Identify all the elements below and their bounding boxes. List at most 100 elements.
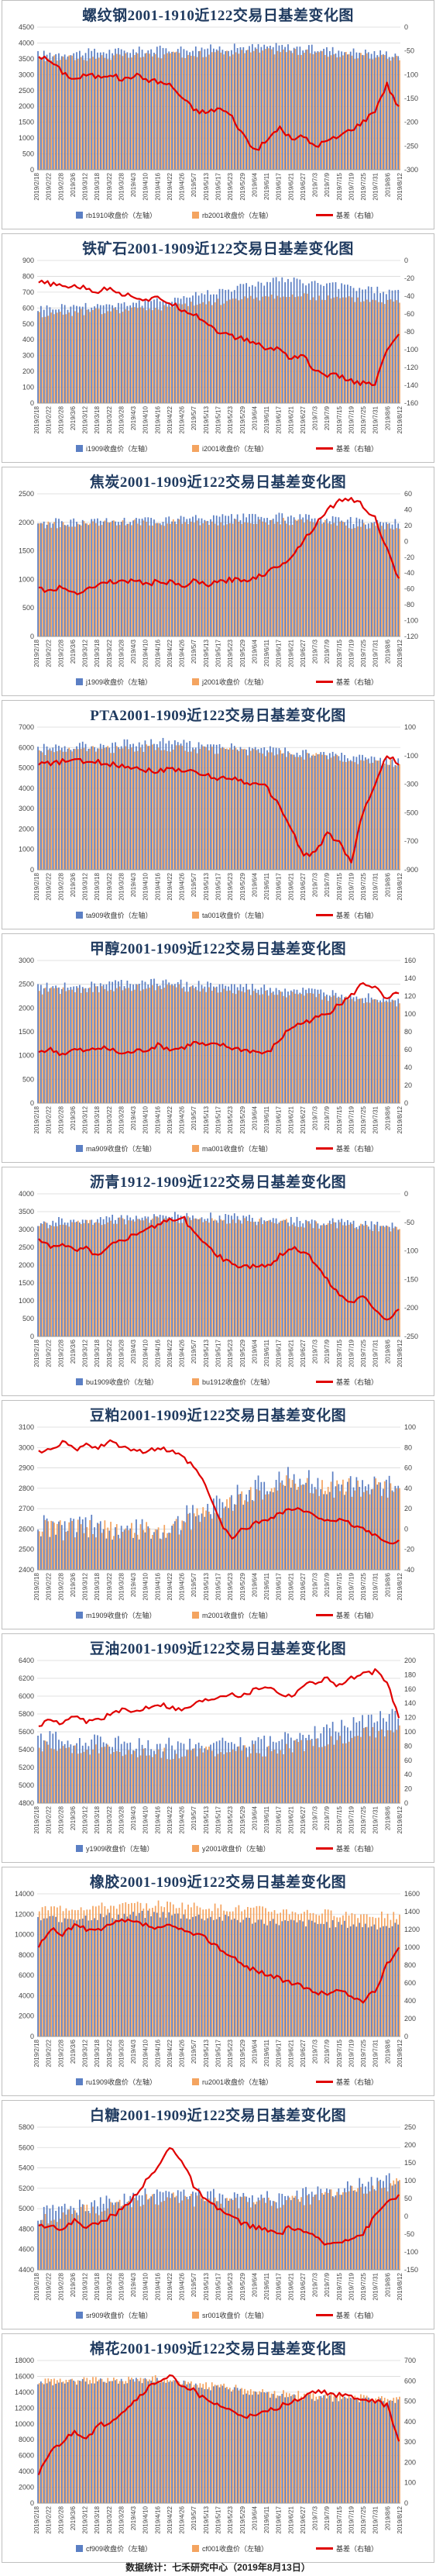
bar-far <box>107 746 109 870</box>
bar-far <box>297 1742 300 1803</box>
bar-far <box>86 309 88 403</box>
bar-far <box>86 1219 88 1336</box>
x-tick-label: 2019/8/6 <box>384 405 391 430</box>
bar-near <box>88 2384 90 2503</box>
bar-near <box>281 2393 283 2503</box>
bar-far <box>345 761 347 870</box>
bar-near <box>388 1475 390 1570</box>
bar-near <box>394 519 397 636</box>
x-tick-label: 2019/7/9 <box>324 639 331 664</box>
bar-far <box>146 988 148 1103</box>
bar-near <box>194 2383 197 2503</box>
bar-far <box>86 991 88 1103</box>
bar-far <box>294 993 297 1103</box>
bar-far <box>372 2185 374 2270</box>
bar-near <box>52 1916 54 2036</box>
bar-far <box>163 1747 166 1803</box>
bar-near <box>320 2188 322 2270</box>
bar-far <box>172 2380 174 2503</box>
bar-far <box>44 755 46 870</box>
bar-near <box>168 1912 170 2036</box>
bar-far <box>386 1730 389 1803</box>
bar-near <box>70 1744 72 1803</box>
legend-label: 基差（右轴） <box>336 445 379 453</box>
bar-far <box>110 1522 112 1570</box>
bar-far <box>142 308 145 403</box>
bar-far <box>241 749 243 870</box>
chart-legend: sr909收盘价（左轴） sr001收盘价（左轴） 基差（右轴） <box>2 2310 434 2323</box>
bar-near <box>383 2401 384 2503</box>
x-tick-label: 2019/6/21 <box>287 872 294 900</box>
bar-near <box>314 1220 316 1336</box>
bar-far <box>74 1745 76 1803</box>
bar-near <box>370 1489 372 1570</box>
bar-far <box>399 1003 400 1103</box>
bar-far <box>291 1480 294 1570</box>
bar-near <box>123 302 125 403</box>
x-tick-label: 2019/7/19 <box>348 872 355 900</box>
bar-far <box>193 1748 195 1803</box>
bar-far <box>249 1907 252 2036</box>
bar-near <box>215 744 218 870</box>
bar-far <box>47 58 50 170</box>
bar-far <box>131 2378 132 2503</box>
bar-near <box>162 737 164 870</box>
bar-far <box>94 308 97 403</box>
bar-far <box>327 1486 329 1570</box>
bar-near <box>210 1744 211 1803</box>
bar-near <box>302 2188 304 2270</box>
bar-near <box>346 54 348 170</box>
bar-far <box>178 303 180 403</box>
bar-far <box>71 1909 73 2036</box>
legend-item: 基差（右轴） <box>316 1377 378 1387</box>
legend-item: 基差（右轴） <box>316 1843 378 1854</box>
bar-far <box>390 2183 392 2270</box>
bar-near <box>225 2388 227 2503</box>
x-tick-label: 2019/5/13 <box>203 1339 210 1367</box>
bar-far <box>118 313 121 403</box>
left-tick-label: 5200 <box>19 1764 34 1771</box>
legend-swatch <box>316 214 333 216</box>
x-tick-label: 2019/3/22 <box>106 1339 113 1367</box>
bar-far <box>360 1223 362 1336</box>
bar-near <box>275 277 277 403</box>
x-tick-label: 2019/7/3 <box>312 1105 319 1130</box>
x-tick-label: 2019/7/19 <box>348 2505 355 2533</box>
legend-item: bu1912收盘价（左轴） <box>192 1377 274 1387</box>
bar-near <box>102 744 105 870</box>
bar-far <box>122 990 124 1103</box>
bar-near <box>242 1505 245 1570</box>
bar-far <box>342 761 344 870</box>
bar-far <box>259 1905 261 2036</box>
bar-near <box>272 278 274 403</box>
bar-near <box>76 1221 77 1336</box>
x-tick-label: 2019/8/12 <box>397 872 403 900</box>
bar-far <box>128 2377 129 2503</box>
bar-near <box>352 523 355 636</box>
bar-near <box>49 2208 51 2270</box>
bar-far <box>312 1228 314 1336</box>
chart-plot: 0200040006000800010000120001400002004006… <box>15 1890 420 2067</box>
bar-near <box>215 1220 218 1336</box>
bar-near <box>272 1218 274 1336</box>
bar-far <box>98 57 100 171</box>
bar-near <box>201 47 203 170</box>
bar-near <box>213 744 215 870</box>
bar-far <box>86 523 88 636</box>
bar-far <box>196 1508 198 1570</box>
bar-far <box>190 302 192 403</box>
bar-far <box>110 60 112 170</box>
bar-near <box>64 982 66 1103</box>
x-tick-label: 2019/7/3 <box>312 405 319 430</box>
bar-near <box>236 48 239 170</box>
bar-far <box>62 57 64 171</box>
bar-far <box>345 1225 347 1336</box>
right-tick-label: 140 <box>404 974 416 982</box>
bar-far <box>98 526 100 636</box>
bar-near <box>287 1733 289 1803</box>
bar-far <box>357 2188 359 2270</box>
bar-near <box>67 309 69 403</box>
legend-label: 基差（右轴） <box>336 212 379 219</box>
x-tick-label: 2019/5/7 <box>191 1805 197 1830</box>
bar-far <box>396 1488 397 1570</box>
